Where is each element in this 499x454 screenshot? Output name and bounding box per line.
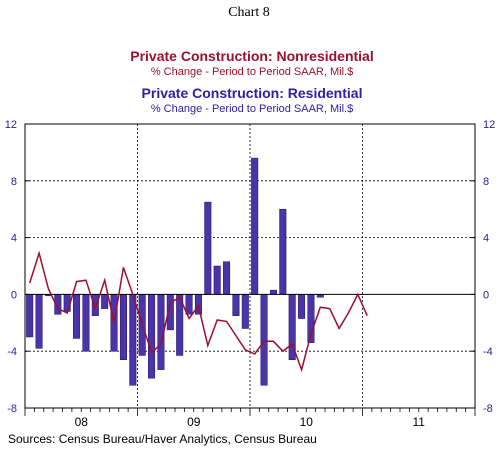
bar-residential	[213, 265, 221, 295]
y-tick-label-left: 12	[5, 119, 17, 131]
bar-residential	[129, 294, 137, 386]
nonres-subtitle: % Change - Period to Period SAAR, Mil.$	[151, 66, 353, 78]
y-tick-label-left: -4	[7, 346, 17, 358]
res-title: Private Construction: Residential	[142, 85, 363, 101]
bar-residential	[73, 294, 81, 339]
bar-residential	[241, 294, 249, 329]
page-title: Chart 8	[228, 5, 270, 20]
y-tick-label-right: 4	[483, 233, 489, 245]
bar-residential	[148, 294, 156, 379]
y-tick-label-right: 8	[483, 176, 489, 188]
nonres-title: Private Construction: Nonresidential	[130, 48, 373, 64]
y-tick-label-right: 12	[483, 119, 495, 131]
bar-residential	[35, 294, 43, 349]
line-nonresidential	[28, 250, 368, 373]
bar-residential	[232, 294, 240, 316]
res-subtitle: % Change - Period to Period SAAR, Mil.$	[151, 103, 353, 115]
x-tick-label: 09	[187, 415, 201, 429]
x-tick-label: 11	[413, 415, 426, 429]
bar-residential	[251, 157, 259, 295]
y-tick-label-left: -8	[7, 403, 17, 415]
bar-residential	[119, 294, 127, 360]
bar-residential	[269, 289, 277, 295]
y-tick-label-left: 0	[11, 289, 17, 301]
x-tick-label: 10	[300, 415, 314, 429]
bar-residential	[298, 294, 306, 319]
y-tick-label-right: 0	[483, 289, 489, 301]
y-tick-label-right: -4	[483, 346, 493, 358]
bar-residential	[204, 201, 212, 295]
source-note: Sources: Census Bureau/Haver Analytics, …	[8, 432, 317, 446]
bar-residential	[101, 294, 109, 309]
bar-residential	[223, 261, 231, 295]
bar-residential	[26, 294, 34, 338]
y-tick-label-right: -8	[483, 403, 493, 415]
y-tick-label-left: 8	[11, 176, 17, 188]
bar-residential	[260, 294, 268, 386]
plot-area: 12 12 8 8 4 4 0 0 -4 -4 -8 -8 08 09 10 11	[5, 119, 496, 429]
bar-residential	[185, 294, 193, 315]
x-tick-label: 08	[75, 415, 89, 429]
bar-residential	[82, 294, 90, 352]
y-tick-label-left: 4	[11, 233, 17, 245]
bar-residential	[91, 294, 99, 316]
bar-residential	[279, 208, 287, 295]
bar-residential	[194, 294, 202, 315]
